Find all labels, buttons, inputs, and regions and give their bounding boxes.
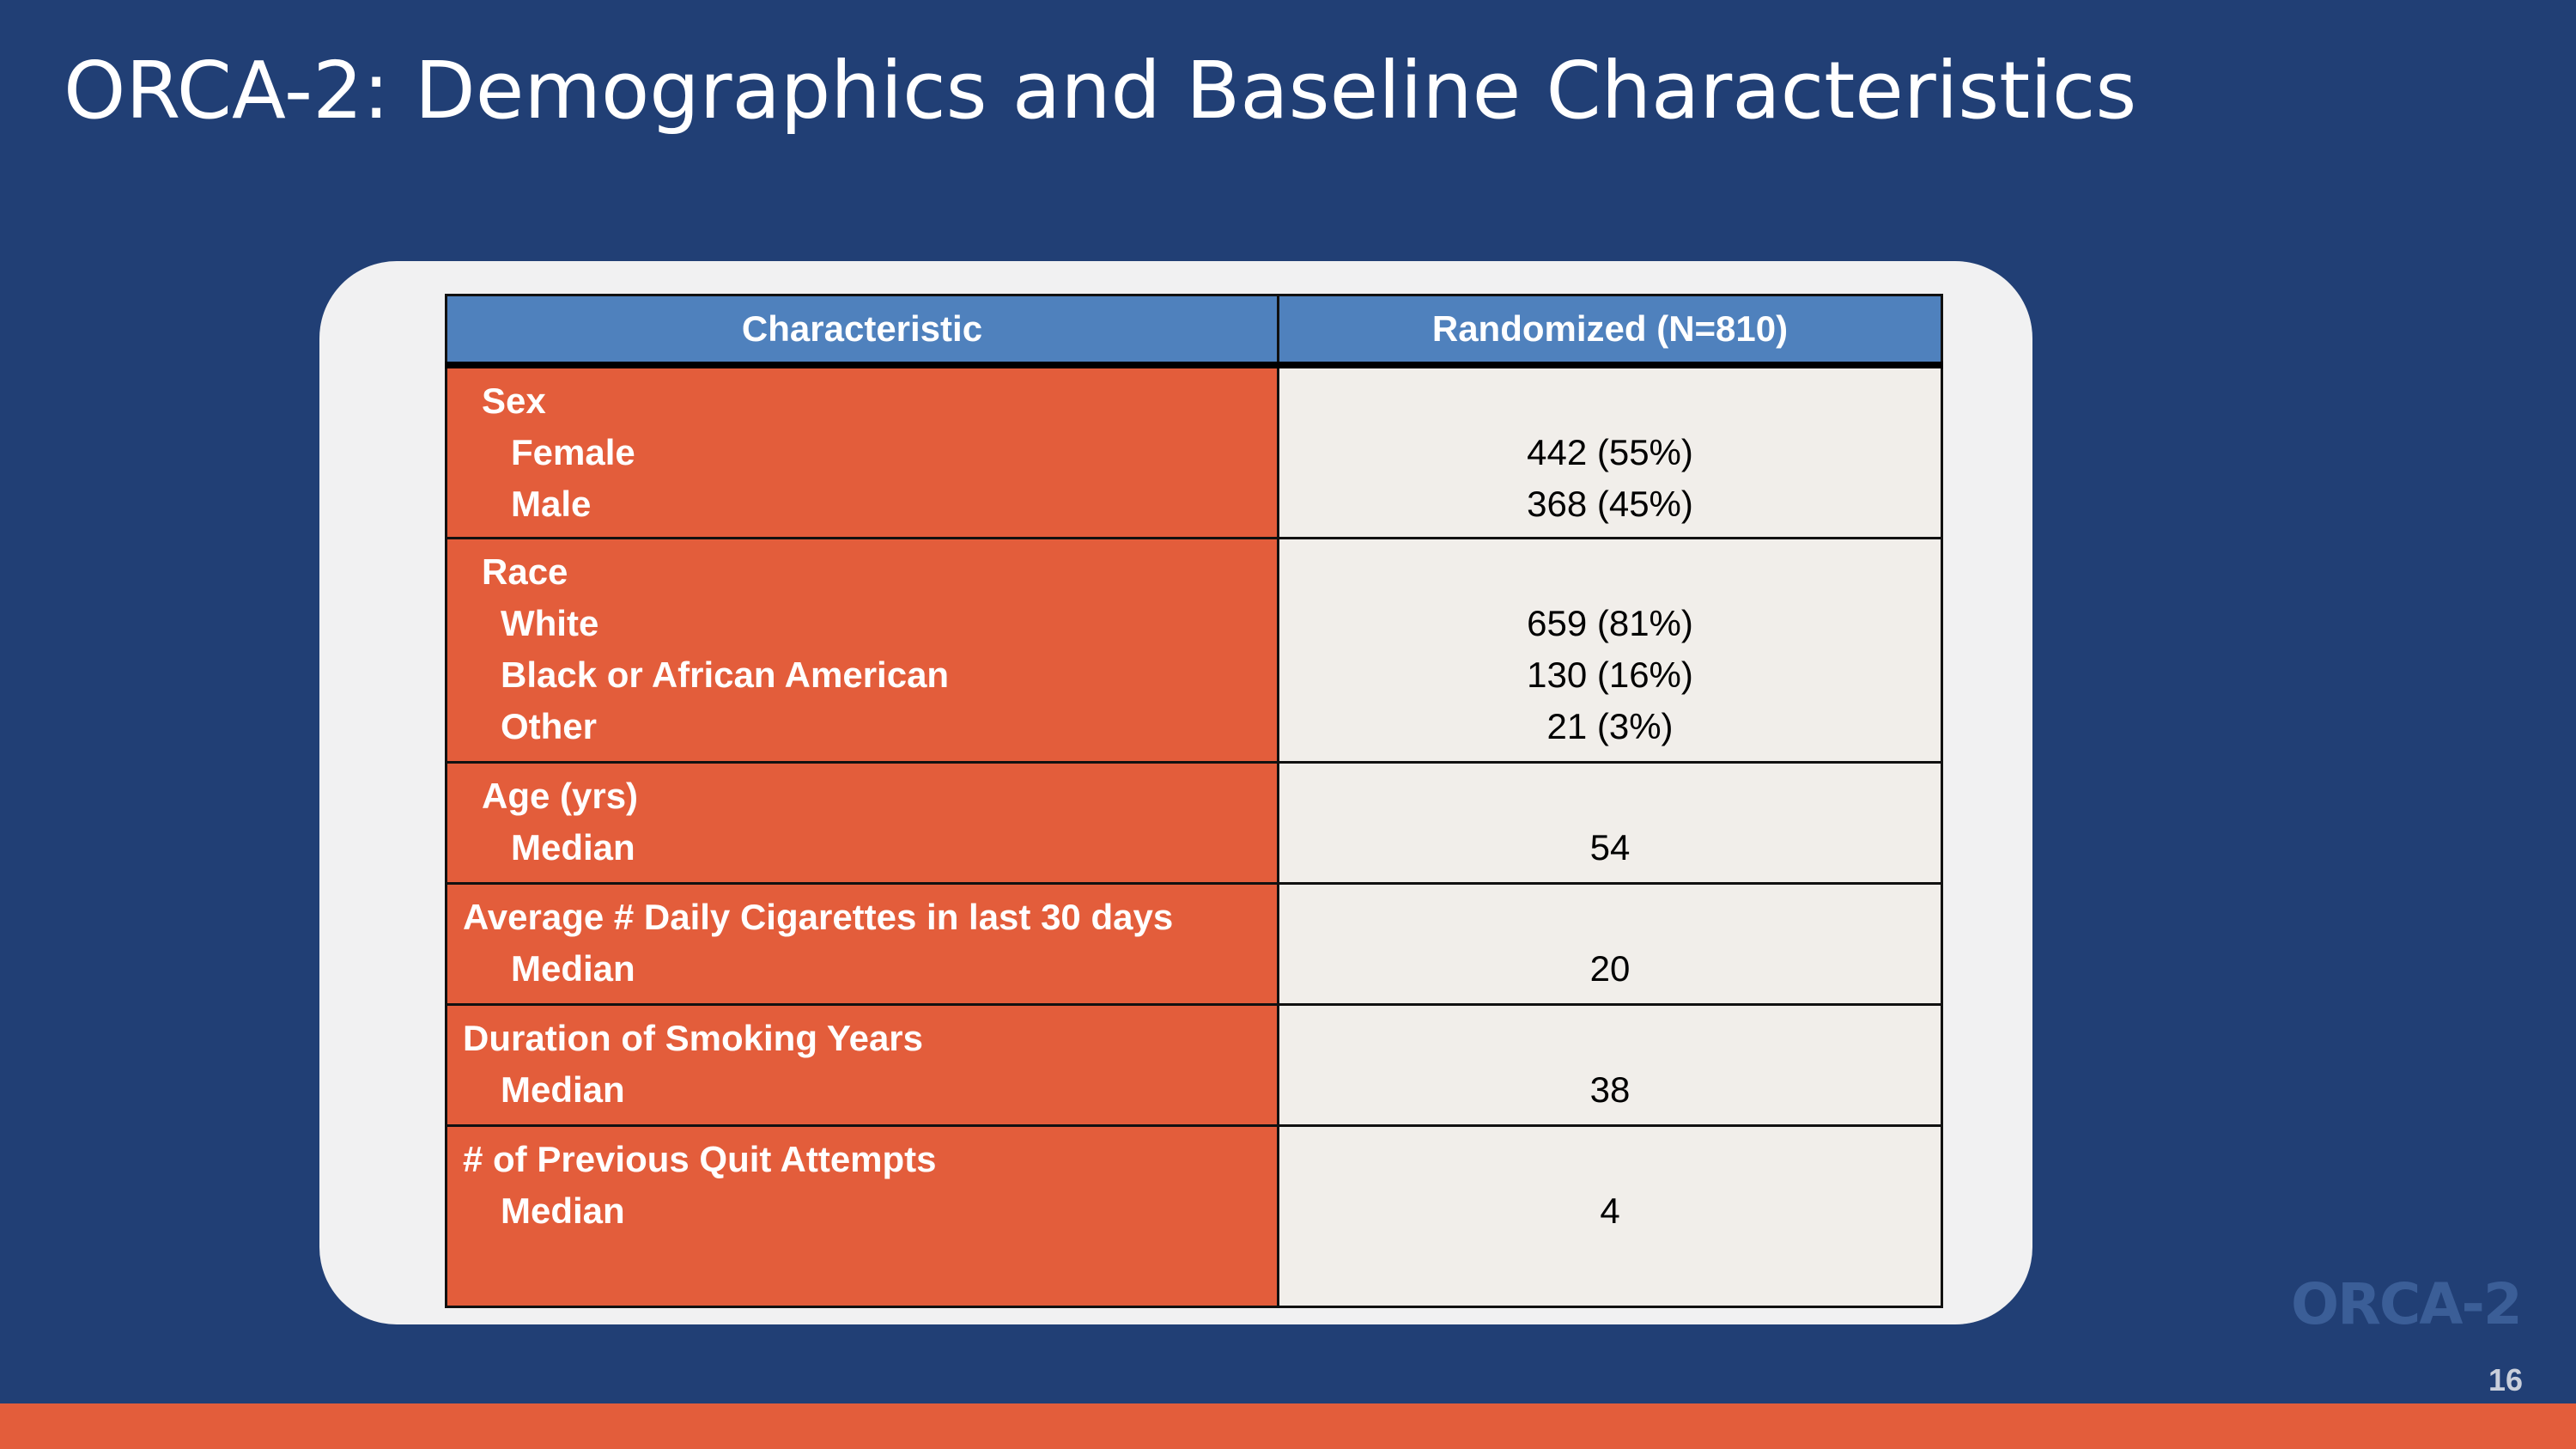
- header-randomized: Randomized (N=810): [1277, 294, 1943, 368]
- slide-title: ORCA-2: Demographics and Baseline Charac…: [64, 45, 2137, 137]
- row-sublabel-female: Female: [511, 432, 635, 472]
- row-sublabel-black: Black or African American: [501, 654, 950, 695]
- row-sublabel-age-median: Median: [511, 827, 635, 868]
- row-label-cigarettes: Average # Daily Cigarettes in last 30 da…: [463, 897, 1174, 937]
- characteristic-cell: Age (yrs) Median: [445, 761, 1279, 885]
- value-other: 21 (3%): [1546, 706, 1674, 746]
- characteristic-cell: Sex Female Male: [445, 363, 1279, 539]
- table-row-age: Age (yrs) Median 54: [445, 761, 1943, 885]
- header-characteristic: Characteristic: [445, 294, 1279, 368]
- value-cell: 4: [1277, 1124, 1943, 1308]
- row-sublabel-cigarettes-median: Median: [511, 948, 635, 989]
- value-black: 130 (16%): [1527, 654, 1693, 695]
- value-cell: 20: [1277, 882, 1943, 1006]
- table-row-sex: Sex Female Male 442 (55%) 368 (45%): [445, 363, 1943, 539]
- row-label-duration: Duration of Smoking Years: [463, 1018, 924, 1058]
- value-cigarettes-median: 20: [1589, 948, 1631, 989]
- characteristic-cell: Race White Black or African American Oth…: [445, 537, 1279, 764]
- value-female: 442 (55%): [1527, 432, 1693, 472]
- value-white: 659 (81%): [1527, 603, 1693, 643]
- page-number: 16: [2488, 1362, 2524, 1397]
- row-label-quit-attempts: # of Previous Quit Attempts: [463, 1139, 937, 1179]
- value-cell: 38: [1277, 1003, 1943, 1127]
- demographics-table: Characteristic Randomized (N=810) Sex Fe…: [445, 294, 1943, 1308]
- characteristic-cell: Duration of Smoking Years Median: [445, 1003, 1279, 1127]
- row-label-race: Race: [482, 551, 568, 592]
- value-cell: 659 (81%) 130 (16%) 21 (3%): [1277, 537, 1943, 764]
- value-duration-median: 38: [1589, 1069, 1631, 1110]
- characteristic-cell: # of Previous Quit Attempts Median: [445, 1124, 1279, 1308]
- value-cell: 442 (55%) 368 (45%): [1277, 363, 1943, 539]
- row-sublabel-white: White: [501, 603, 599, 643]
- table-header-row: Characteristic Randomized (N=810): [445, 294, 1943, 368]
- table-row-race: Race White Black or African American Oth…: [445, 537, 1943, 764]
- table-row-cigarettes: Average # Daily Cigarettes in last 30 da…: [445, 882, 1943, 1006]
- value-male: 368 (45%): [1527, 484, 1693, 524]
- row-sublabel-male: Male: [511, 484, 592, 524]
- row-sublabel-other: Other: [501, 706, 598, 746]
- value-age-median: 54: [1589, 827, 1631, 868]
- characteristic-cell: Average # Daily Cigarettes in last 30 da…: [445, 882, 1279, 1006]
- row-sublabel-duration-median: Median: [501, 1069, 625, 1110]
- value-cell: 54: [1277, 761, 1943, 885]
- row-label-sex: Sex: [482, 381, 546, 421]
- table-row-quit-attempts: # of Previous Quit Attempts Median 4: [445, 1124, 1943, 1308]
- row-sublabel-quit-median: Median: [501, 1190, 625, 1231]
- footer-bar: [0, 1403, 2576, 1449]
- row-label-age: Age (yrs): [482, 776, 639, 816]
- table-row-duration: Duration of Smoking Years Median 38: [445, 1003, 1943, 1127]
- value-quit-median: 4: [1600, 1190, 1620, 1231]
- orca-2-logo: ORCA-2: [2291, 1271, 2523, 1337]
